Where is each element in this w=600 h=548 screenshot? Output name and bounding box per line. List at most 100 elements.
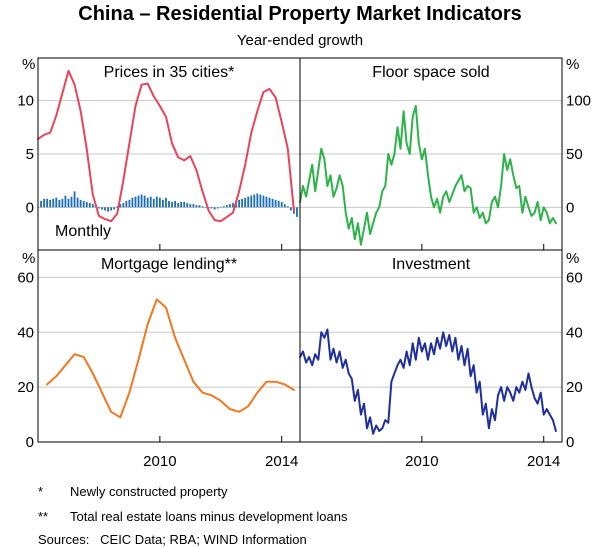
monthly-bar bbox=[250, 195, 253, 208]
monthly-bar bbox=[49, 199, 52, 208]
monthly-bar bbox=[110, 207, 113, 211]
monthly-bar bbox=[91, 204, 94, 208]
y-tick-label-investment-40: 40 bbox=[566, 324, 583, 341]
monthly-bar bbox=[210, 207, 213, 209]
monthly-bar bbox=[134, 196, 137, 208]
y-tick-label-mortgage-60: 60 bbox=[17, 269, 34, 286]
monthly-bar bbox=[137, 195, 140, 208]
monthly-bar bbox=[171, 202, 173, 208]
monthly-bar bbox=[180, 202, 183, 208]
unit-label-top-right: % bbox=[566, 56, 579, 73]
monthly-bar bbox=[116, 206, 119, 208]
monthly-bar bbox=[119, 204, 122, 208]
series-lines bbox=[37, 69, 557, 435]
x-tick-label-left-2014: 2014 bbox=[265, 453, 298, 470]
monthly-bar bbox=[229, 204, 231, 208]
monthly-bar bbox=[271, 198, 274, 208]
y-tick-label-floor-space-100: 100 bbox=[566, 93, 591, 110]
panel-title-investment: Investment bbox=[392, 256, 471, 273]
monthly-bar bbox=[64, 195, 67, 208]
monthly-bar bbox=[85, 202, 88, 208]
monthly-bar bbox=[286, 206, 289, 208]
monthly-bar bbox=[283, 204, 286, 208]
footnote-text-2: Total real estate loans minus developmen… bbox=[70, 509, 348, 524]
legend-monthly: Monthly bbox=[55, 223, 111, 240]
monthly-bar bbox=[61, 198, 64, 208]
monthly-bar bbox=[76, 197, 79, 208]
panel-title-floor-space: Floor space sold bbox=[372, 64, 489, 81]
monthly-bar bbox=[222, 206, 225, 208]
chart-subtitle: Year-ended growth bbox=[237, 32, 363, 49]
monthly-bar bbox=[122, 203, 125, 208]
y-tick-label-prices-10: 10 bbox=[17, 93, 34, 110]
monthly-bar bbox=[143, 195, 146, 208]
monthly-bar bbox=[158, 197, 161, 208]
monthly-bar bbox=[165, 197, 167, 208]
monthly-bar bbox=[189, 204, 192, 208]
monthly-bar bbox=[46, 198, 49, 208]
monthly-bar bbox=[131, 197, 134, 208]
monthly-bar bbox=[88, 203, 91, 208]
series-line-investment bbox=[299, 328, 557, 435]
tick-marks bbox=[159, 244, 545, 442]
sources-note: Sources: CEIC Data; RBA; WIND Informatio… bbox=[38, 532, 307, 547]
monthly-bar bbox=[256, 193, 259, 208]
monthly-bar bbox=[146, 197, 149, 208]
monthly-bar bbox=[67, 198, 70, 208]
monthly-bar bbox=[55, 197, 58, 208]
monthly-bar bbox=[101, 207, 103, 210]
monthly-bar bbox=[152, 198, 155, 208]
monthly-bar bbox=[40, 200, 42, 208]
monthly-bar bbox=[73, 191, 76, 208]
y-tick-label-investment-20: 20 bbox=[566, 379, 583, 396]
y-tick-label-floor-space-50: 50 bbox=[566, 146, 583, 163]
monthly-bar bbox=[232, 203, 234, 208]
monthly-bar bbox=[274, 199, 277, 208]
monthly-bar bbox=[183, 202, 186, 208]
monthly-bar bbox=[125, 200, 128, 208]
y-tick-label-prices-5: 5 bbox=[26, 146, 34, 163]
monthly-bar bbox=[253, 194, 256, 208]
footnote-marker-1: * bbox=[38, 484, 43, 499]
footnote-marker-2: ** bbox=[38, 509, 48, 524]
chart-title: China – Residential Property Market Indi… bbox=[78, 3, 521, 25]
monthly-bar bbox=[238, 199, 240, 208]
monthly-bar bbox=[43, 198, 46, 208]
monthly-bar bbox=[79, 199, 82, 208]
monthly-bar bbox=[70, 196, 73, 208]
monthly-bar bbox=[98, 207, 100, 209]
monthly-bar bbox=[174, 200, 177, 208]
monthly-bar bbox=[186, 203, 189, 208]
monthly-bar bbox=[247, 196, 250, 208]
monthly-bars bbox=[40, 191, 298, 217]
monthly-bar bbox=[296, 207, 298, 217]
monthly-bar bbox=[168, 200, 170, 208]
monthly-bar bbox=[280, 202, 283, 208]
monthly-bar bbox=[195, 205, 198, 208]
monthly-bar bbox=[213, 207, 216, 210]
y-tick-label-investment-60: 60 bbox=[566, 269, 583, 286]
y-tick-label-floor-space-0: 0 bbox=[566, 199, 574, 216]
y-tick-label-mortgage-20: 20 bbox=[17, 379, 34, 396]
monthly-bar bbox=[192, 204, 195, 208]
unit-label-bottom-right: % bbox=[566, 250, 579, 267]
monthly-bar bbox=[259, 194, 262, 208]
monthly-bar bbox=[201, 206, 204, 208]
monthly-bar bbox=[58, 199, 61, 208]
monthly-bar bbox=[198, 205, 201, 208]
monthly-bar bbox=[204, 207, 207, 208]
monthly-bar bbox=[107, 207, 109, 212]
monthly-bar bbox=[244, 197, 247, 208]
monthly-bar bbox=[241, 198, 244, 208]
monthly-bar bbox=[216, 207, 219, 209]
monthly-bar bbox=[52, 198, 55, 208]
panel-title-prices: Prices in 35 cities* bbox=[104, 64, 235, 81]
unit-label-bottom-left: % bbox=[22, 250, 35, 267]
series-line-floor-space bbox=[299, 105, 557, 246]
monthly-bar bbox=[289, 207, 292, 211]
panel-title-mortgage: Mortgage lending** bbox=[101, 256, 237, 273]
y-tick-label-investment-0: 0 bbox=[566, 434, 574, 451]
monthly-bar bbox=[128, 199, 131, 208]
